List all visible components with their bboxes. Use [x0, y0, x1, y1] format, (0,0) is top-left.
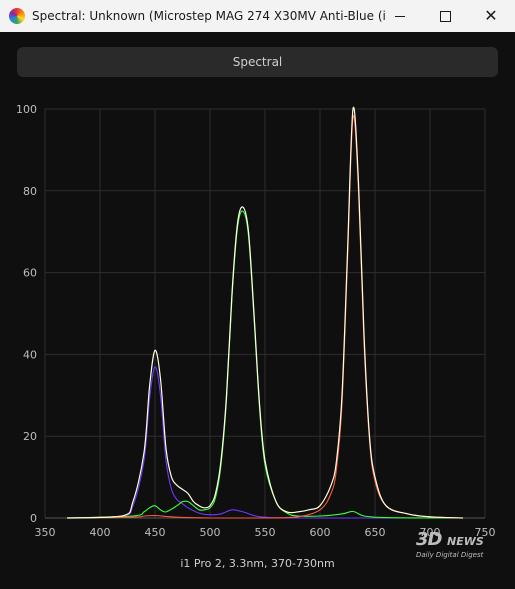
x-tick-label: 650 [365, 526, 386, 539]
chart-caption: i1 Pro 2, 3.3nm, 370-730nm [180, 557, 335, 570]
x-tick-label: 750 [475, 526, 496, 539]
x-tick-label: 550 [255, 526, 276, 539]
maximize-icon [439, 10, 451, 22]
minimize-button[interactable] [377, 0, 423, 32]
x-tick-label: 700 [420, 526, 441, 539]
title-bar: Spectral: Unknown (Microstep MAG 274 X30… [0, 0, 515, 32]
y-tick-label: 80 [23, 185, 37, 198]
watermark-logo: 3D NEWS Daily Digital Digest [416, 529, 484, 559]
series-line-total [66, 106, 464, 519]
x-tick-label: 400 [90, 526, 111, 539]
x-tick-label: 500 [200, 526, 221, 539]
spectral-tab[interactable]: Spectral [17, 47, 498, 77]
x-tick-label: 450 [145, 526, 166, 539]
minimize-icon [395, 15, 405, 17]
y-tick-label: 60 [23, 267, 37, 280]
spectral-tab-label: Spectral [232, 55, 283, 69]
maximize-button[interactable] [422, 0, 468, 32]
x-tick-label: 350 [35, 526, 56, 539]
window-title: Spectral: Unknown (Microstep MAG 274 X30… [32, 9, 387, 23]
close-icon: ✕ [484, 6, 498, 25]
spectral-chart: 350 400 450 500 550 600 650 700 750 0 20 40 60 80 100 [16, 103, 496, 539]
y-tick-label: 20 [23, 430, 37, 443]
y-tick-label: 40 [23, 348, 37, 361]
app-logo-icon [9, 8, 25, 24]
x-tick-label: 600 [310, 526, 331, 539]
series-line-blue [66, 366, 463, 519]
y-tick-label: 0 [30, 512, 37, 525]
series-line-red [66, 114, 464, 519]
close-button[interactable]: ✕ [468, 0, 514, 32]
y-tick-label: 100 [16, 103, 37, 116]
